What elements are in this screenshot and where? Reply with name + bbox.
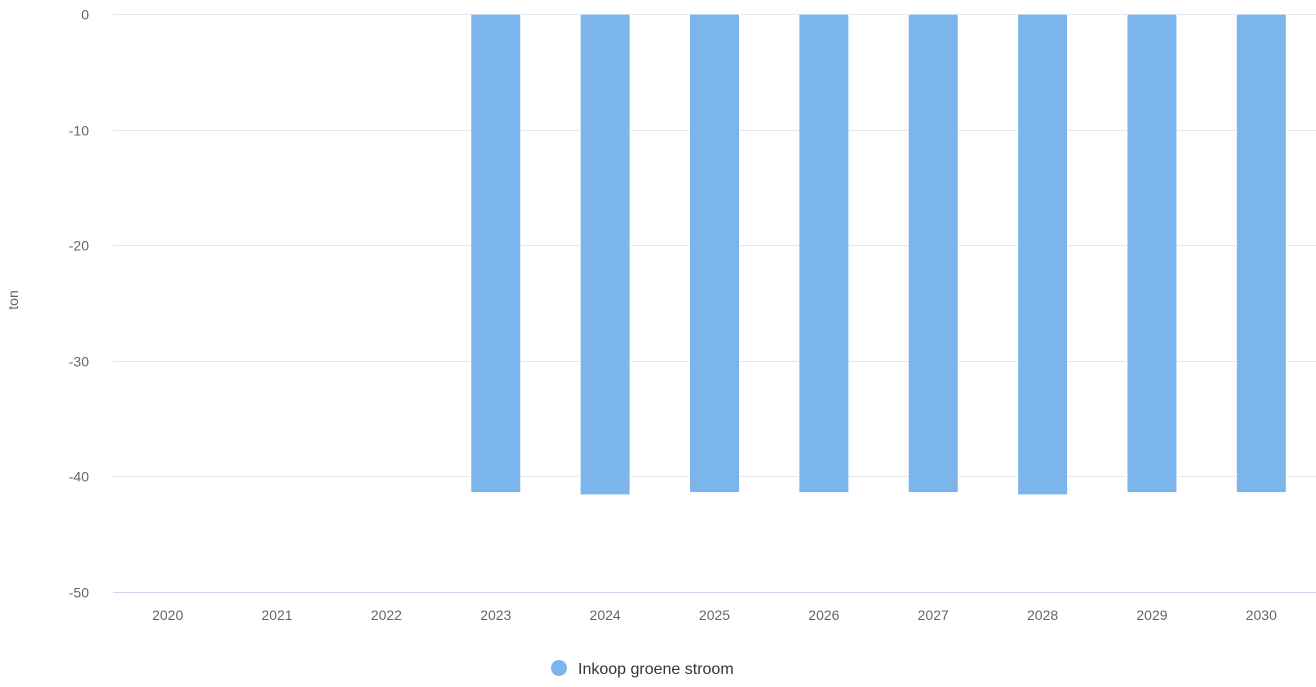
legend[interactable]: Inkoop groene stroom — [551, 660, 734, 678]
x-tick-label: 2029 — [1136, 607, 1167, 623]
y-tick-label: 0 — [81, 7, 89, 23]
x-tick-label: 2027 — [918, 607, 949, 623]
bars — [470, 13, 1287, 496]
x-tick-label: 2022 — [371, 607, 402, 623]
bar-2023[interactable] — [470, 13, 522, 494]
x-tick-label: 2020 — [152, 607, 183, 623]
bar-2025[interactable] — [689, 13, 740, 494]
bar-2024[interactable] — [579, 13, 631, 496]
x-axis-ticks: 2020 2021 2022 2023 2024 2025 2026 2027 2028 2029… — [152, 607, 1277, 623]
x-tick-label: 2030 — [1246, 607, 1277, 623]
y-tick-label: -50 — [69, 585, 89, 601]
x-tick-label: 2025 — [699, 607, 730, 623]
x-tick-label: 2026 — [808, 607, 839, 623]
y-tick-label: -20 — [69, 238, 89, 254]
y-tick-label: -10 — [69, 123, 89, 139]
bar-2028[interactable] — [1017, 13, 1069, 496]
x-tick-label: 2023 — [480, 607, 511, 623]
bar-2030[interactable] — [1235, 13, 1287, 494]
x-tick-label: 2028 — [1027, 607, 1058, 623]
legend-marker — [551, 660, 567, 676]
x-tick-label: 2021 — [261, 607, 292, 623]
legend-label[interactable]: Inkoop groene stroom — [578, 661, 734, 678]
x-tick-label: 2024 — [590, 607, 621, 623]
y-tick-label: -40 — [69, 469, 89, 485]
bar-2027[interactable] — [907, 13, 959, 494]
y-tick-label: -30 — [69, 354, 89, 370]
y-axis-label: ton — [5, 290, 21, 309]
bar-2029[interactable] — [1126, 13, 1178, 494]
bar-2026[interactable] — [798, 13, 850, 494]
y-axis-ticks: 0 -10 -20 -30 -40 -50 — [69, 7, 89, 601]
